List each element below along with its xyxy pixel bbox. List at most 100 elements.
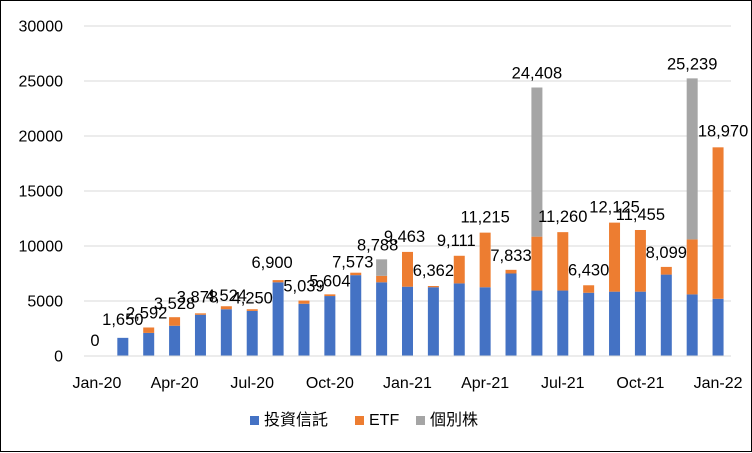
legend: 投資信託 ETF 個別株 <box>250 411 478 429</box>
data-label-Apr-21: 11,215 <box>461 209 510 227</box>
bar-segment-etf-Jun-21 <box>531 236 543 291</box>
data-label-Feb-20: 1,650 <box>102 311 143 329</box>
x-tick-label: Jan-21 <box>383 375 432 392</box>
data-label-May-21: 7,833 <box>490 247 531 265</box>
y-tick-label: 25000 <box>19 74 64 91</box>
bar-segment-toushin-Jun-21 <box>531 290 543 356</box>
data-label-Jan-22: 18,970 <box>698 122 748 140</box>
x-tick-label: Oct-21 <box>616 375 664 392</box>
bar-segment-kobetsu-Dec-20 <box>376 259 388 276</box>
bar-segment-etf-Mar-21 <box>453 255 465 284</box>
bar-segment-toushin-Dec-20 <box>376 282 388 356</box>
data-label-Aug-21: 6,430 <box>568 261 609 279</box>
legend-label: 個別株 <box>430 411 478 429</box>
bar-segment-etf-Oct-20 <box>324 294 336 297</box>
bars <box>117 78 724 356</box>
x-tick-label: Jul-21 <box>541 375 585 392</box>
data-label-Mar-20: 2,592 <box>126 304 167 322</box>
bar-segment-toushin-Nov-20 <box>350 275 362 356</box>
bar-segment-toushin-Sep-20 <box>298 303 310 356</box>
bar-segment-toushin-Dec-21 <box>686 294 698 356</box>
bar-segment-etf-Jan-21 <box>402 251 413 287</box>
x-tick-label: Apr-20 <box>151 375 199 392</box>
bar-segment-etf-Sep-21 <box>609 222 621 292</box>
y-tick-label: 15000 <box>19 184 64 201</box>
bar-segment-etf-Aug-21 <box>583 285 595 293</box>
legend-swatch <box>355 416 364 425</box>
data-label-Oct-21: 11,455 <box>616 206 665 224</box>
bar-segment-toushin-Mar-21 <box>453 283 465 356</box>
axes: 0 5000 10000 15000 20000 25000 30000 Jan-20 Apr-… <box>19 19 743 393</box>
data-label-Jun-21: 24,408 <box>512 65 562 83</box>
bar-segment-etf-Apr-21 <box>479 232 491 288</box>
bar-segment-etf-Jan-22 <box>712 147 724 299</box>
y-tick-label: 20000 <box>19 129 64 146</box>
data-label-Oct-20: 5,604 <box>309 272 350 290</box>
bar-segment-etf-May-21 <box>505 269 517 274</box>
x-tick-label: Jul-20 <box>230 375 274 392</box>
x-tick-label: Apr-21 <box>461 375 509 392</box>
bar-segment-toushin-Jan-21 <box>402 286 413 356</box>
bar-segment-etf-Apr-20 <box>169 317 181 326</box>
bar-segment-etf-Oct-21 <box>634 229 646 292</box>
bar-segment-toushin-Sep-21 <box>609 291 621 356</box>
data-label-Dec-20: 8,788 <box>357 236 398 254</box>
legend-swatch <box>250 416 259 425</box>
data-label-Mar-21: 9,111 <box>437 232 476 250</box>
data-label-May-20: 3,878 <box>177 288 218 306</box>
y-tick-label: 0 <box>54 349 63 366</box>
bar-segment-toushin-Feb-20 <box>117 337 129 356</box>
y-tick-label: 5000 <box>27 294 63 311</box>
y-tick-label: 10000 <box>19 239 64 256</box>
x-tick-label: Jan-20 <box>72 375 121 392</box>
data-label-Jan-20: 0 <box>90 332 99 350</box>
data-label-Sep-21: 12,125 <box>589 199 639 217</box>
bar-segment-toushin-Apr-20 <box>169 325 181 356</box>
bar-segment-toushin-Apr-21 <box>479 287 491 356</box>
bar-segment-toushin-Feb-21 <box>427 287 439 356</box>
data-label-Nov-20: 7,573 <box>332 254 373 272</box>
data-label-Jan-21: 9,463 <box>384 228 425 246</box>
bar-segment-etf-Aug-20 <box>272 280 284 283</box>
bar-segment-etf-Feb-21 <box>427 286 439 288</box>
bar-segment-etf-Jun-20 <box>220 306 232 310</box>
data-label-Jul-21: 11,260 <box>538 208 587 226</box>
bar-segment-kobetsu-Dec-21 <box>686 78 698 240</box>
bar-segment-toushin-Jun-20 <box>220 309 232 356</box>
x-tick-label: Jan-22 <box>694 375 743 392</box>
data-label-Aug-20: 6,900 <box>251 254 292 272</box>
legend-label: ETF <box>369 412 399 429</box>
bar-segment-etf-Jul-21 <box>557 232 569 291</box>
bar-segment-etf-Dec-21 <box>686 239 698 295</box>
bar-segment-etf-Sep-20 <box>298 300 310 304</box>
gridlines <box>84 25 731 302</box>
data-label-Apr-20: 3,528 <box>154 295 195 313</box>
data-label-Dec-21: 25,239 <box>667 55 717 73</box>
bar-segment-toushin-Aug-21 <box>583 292 595 356</box>
bar-segment-etf-Nov-20 <box>350 272 362 276</box>
bar-segment-kobetsu-Jun-21 <box>531 87 543 237</box>
bar-segment-toushin-Oct-20 <box>324 296 336 356</box>
data-label-Jul-20: 4,250 <box>232 289 273 307</box>
data-label-Nov-21: 8,099 <box>646 244 687 262</box>
bar-segment-toushin-May-21 <box>505 273 517 356</box>
bar-segment-etf-Mar-20 <box>143 327 155 333</box>
bar-segment-toushin-Aug-20 <box>272 282 284 356</box>
y-tick-label: 30000 <box>19 19 64 36</box>
data-label-Jun-20: 4,524 <box>206 287 247 305</box>
bar-segment-toushin-Oct-21 <box>634 291 646 356</box>
data-label-Feb-21: 6,362 <box>413 262 454 280</box>
legend-label: 投資信託 <box>264 411 328 429</box>
legend-swatch <box>416 416 425 425</box>
bar-segment-toushin-Mar-20 <box>143 332 155 356</box>
bar-segment-etf-Jul-20 <box>246 309 258 311</box>
data-label-Sep-20: 5,039 <box>283 278 324 296</box>
bar-segment-toushin-Jul-21 <box>557 290 569 356</box>
bar-segment-toushin-Jul-20 <box>246 310 258 356</box>
bar-segment-toushin-Jan-22 <box>712 298 724 356</box>
bar-segment-etf-Nov-21 <box>660 266 672 275</box>
bar-segment-toushin-May-20 <box>194 314 206 356</box>
